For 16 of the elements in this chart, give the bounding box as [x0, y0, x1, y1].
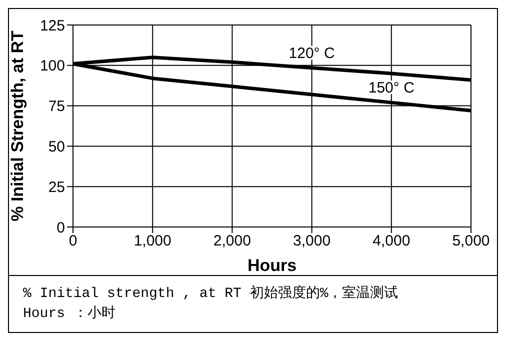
- x-tick-label: 5,000: [452, 232, 490, 250]
- y-tick-label: 75: [48, 98, 65, 116]
- x-tick-label: 2,000: [213, 232, 251, 250]
- x-axis-title: Hours: [247, 256, 297, 275]
- x-tick-label: 1,000: [134, 232, 172, 250]
- x-tick-label: 4,000: [372, 232, 410, 250]
- y-tick-label: 0: [56, 219, 65, 236]
- x-tick-label: 3,000: [293, 232, 331, 250]
- y-tick-label: 25: [48, 178, 65, 196]
- text: Hours ：小时: [23, 304, 116, 324]
- y-tick-label: 100: [40, 58, 65, 75]
- y-tick-label: 125: [40, 17, 65, 34]
- text: % Initial strength , at RT 初始强度的%，室温测试: [23, 284, 400, 304]
- y-tick-label: 50: [48, 138, 65, 156]
- x-tick-label: 0: [68, 232, 78, 250]
- y-axis-title: % Initial Strength, at RT: [8, 30, 28, 222]
